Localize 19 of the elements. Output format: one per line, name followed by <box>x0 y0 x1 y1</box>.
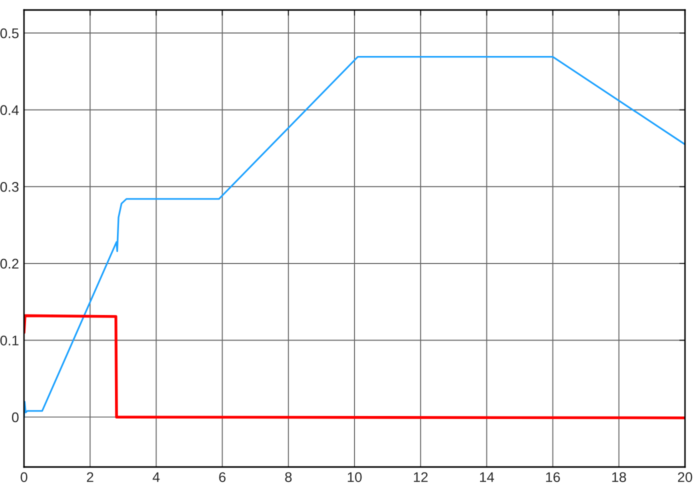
y-tick-label: 0 <box>12 412 19 422</box>
x-tick-label: 0 <box>20 472 28 482</box>
line-series <box>24 314 685 420</box>
y-tick-label: 0.4 <box>0 105 19 116</box>
x-tick-label: 8 <box>285 472 292 482</box>
x-tick-label: 6 <box>219 472 226 482</box>
x-tick-label: 12 <box>414 472 428 482</box>
x-tick-label: 10 <box>348 472 362 482</box>
x-tick-label: 2 <box>86 472 94 482</box>
line-series <box>24 56 685 418</box>
y-tick-label: 0.2 <box>0 258 18 269</box>
x-tick-label: 20 <box>678 472 692 482</box>
x-tick-label: 16 <box>546 472 560 482</box>
x-tick-label: 18 <box>612 472 626 482</box>
y-tick-label: 0.1 <box>0 336 18 346</box>
x-tick-label: 14 <box>480 472 494 482</box>
y-tick-label: 0.5 <box>0 28 19 38</box>
x-tick-label: 4 <box>152 472 160 482</box>
y-tick-label: 0.3 <box>0 182 19 192</box>
